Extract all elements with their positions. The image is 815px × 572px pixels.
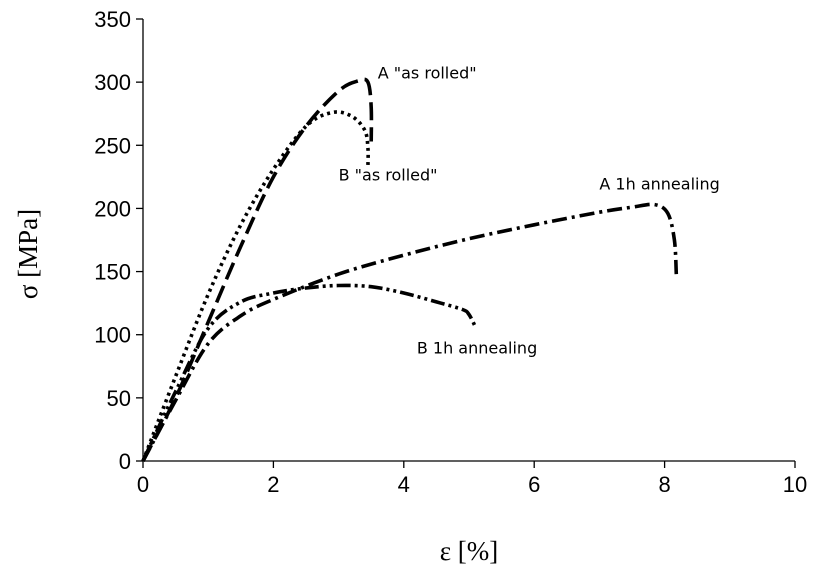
y-tick-label: 50 — [107, 386, 131, 411]
x-tick-label: 4 — [398, 472, 410, 497]
series-label-a-as-rolled: A "as rolled" — [378, 63, 477, 82]
series-labels: A "as rolled" B "as rolled" A 1h annealing… — [339, 63, 720, 357]
series-label-b-as-rolled: B "as rolled" — [339, 166, 438, 185]
plot-area: 0 50 100 150 200 250 300 350 0 2 4 6 8 10 A "as roll… — [94, 7, 807, 497]
y-tick-label: 250 — [94, 133, 131, 158]
x-axis-ticks: 0 2 4 6 8 10 — [137, 461, 807, 497]
series-line-b-1h-annealing — [141, 283, 478, 462]
x-axis-title: ε [%] — [440, 536, 499, 566]
y-tick-label: 200 — [94, 196, 131, 221]
x-tick-label: 6 — [528, 472, 540, 497]
y-tick-label: 300 — [94, 70, 131, 95]
series-line-a-1h-annealing — [141, 202, 679, 462]
series-line-a-as-rolled — [141, 77, 374, 462]
series-label-b-1h-annealing: B 1h annealing — [417, 339, 537, 358]
series-label-a-1h-annealing: A 1h annealing — [599, 174, 719, 193]
y-axis-title: σ [MPa] — [13, 209, 43, 299]
y-tick-label: 150 — [94, 260, 131, 285]
y-axis-ticks: 0 50 100 150 200 250 300 350 — [94, 7, 143, 474]
series-line-b-as-rolled — [141, 110, 370, 462]
y-tick-label: 350 — [94, 7, 131, 32]
y-tick-label: 0 — [119, 449, 131, 474]
y-tick-label: 100 — [94, 323, 131, 348]
x-tick-label: 10 — [783, 472, 807, 497]
x-tick-label: 2 — [267, 472, 279, 497]
series-curves — [141, 77, 679, 462]
x-tick-label: 0 — [137, 472, 149, 497]
x-tick-label: 8 — [658, 472, 670, 497]
